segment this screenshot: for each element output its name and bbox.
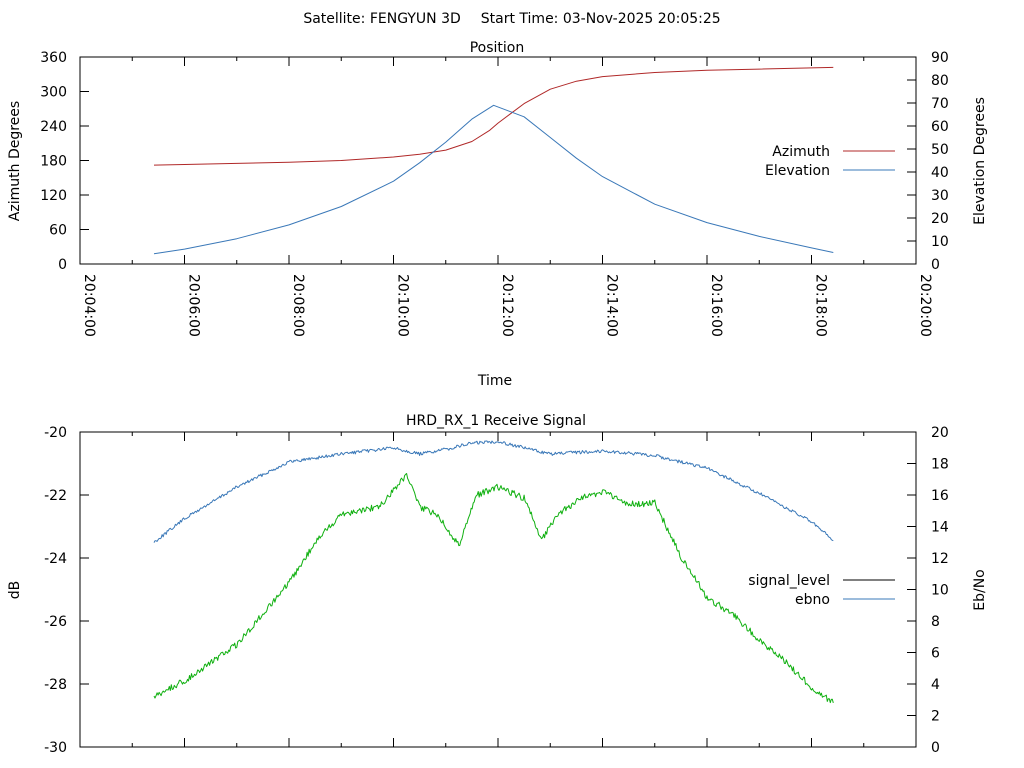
y2-tick-label: 80 [931,73,949,89]
y2-tick-label: 2 [931,709,940,725]
series-line-ebno [153,440,834,543]
x-tick-label: 20:16:00 [708,274,724,337]
y-tick-label: 0 [58,257,67,273]
y2-tick-label: 30 [931,188,949,204]
position-legend: Azimuth Elevation [765,144,895,179]
y2-tick-label: 12 [931,551,949,567]
legend-label-azimuth: Azimuth [772,144,830,160]
x-tick-label: 20:08:00 [290,274,306,337]
y-tick-label: -26 [44,614,67,630]
x-tick-label: 20:20:00 [917,274,933,337]
y2-tick-label: 0 [931,740,940,756]
position-chart-title: Position [470,40,525,56]
y-tick-label: -20 [44,425,67,441]
y-tick-label: 180 [40,154,67,170]
signal-y2-ticks: 0 2 4 6 8 10 12 14 16 18 20 [907,425,949,756]
y2-tick-label: 6 [931,646,940,662]
signal-legend: signal_level ebno [748,573,895,608]
y2-tick-label: 0 [931,257,940,273]
signal-x-ticks [79,432,917,747]
signal-y2-axis-label: Eb/No [972,569,988,611]
y-tick-label: -22 [44,488,67,504]
position-y-ticks: 0 60 120 180 240 300 360 [40,50,89,273]
signal-chart-title: HRD_RX_1 Receive Signal [406,413,586,429]
legend-label-signal-level: signal_level [748,573,830,589]
chart-header: Satellite: FENGYUN 3D Start Time: 03-Nov-… [303,11,720,27]
y2-tick-label: 60 [931,119,949,135]
y2-tick-label: 70 [931,96,949,112]
satellite-label: Satellite: FENGYUN 3D [303,11,460,27]
signal-chart: HRD_RX_1 Receive Signal -30-28-26-24-22-… [7,413,988,756]
y-tick-label: 60 [49,223,67,239]
signal-plot-frame [79,431,917,748]
position-y2-axis-label: Elevation Degrees [972,97,988,225]
y2-tick-label: 18 [931,457,949,473]
signal-y-ticks: -30 -28 -26 -24 -22 -20 [44,425,89,756]
position-x-ticks: 20:04:00 20:06:00 20:08:00 20:10:00 20:12:00… [79,57,933,337]
y-tick-label: 240 [40,119,67,135]
y-tick-label: -24 [44,551,67,567]
x-tick-label: 20:06:00 [186,274,202,337]
series-line-unlabeled [153,473,834,704]
signal-y-axis-label: dB [7,581,23,600]
y2-tick-label: 4 [931,677,940,693]
position-y2-ticks: 0 10 20 30 40 50 60 70 80 90 [907,50,949,273]
position-series [153,66,834,255]
position-plot-frame [79,56,917,265]
signal-series [153,440,834,704]
x-tick-label: 20:14:00 [604,274,620,337]
legend-label-elevation: Elevation [765,163,830,179]
y2-tick-label: 10 [931,583,949,599]
y2-tick-label: 40 [931,165,949,181]
y-tick-label: -28 [44,677,67,693]
y2-tick-label: 50 [931,142,949,158]
position-y-axis-label: Azimuth Degrees [7,101,23,221]
series-line-azimuth [153,66,834,166]
x-tick-label: 20:18:00 [813,274,829,337]
x-tick-label: 20:12:00 [499,274,515,337]
y2-tick-label: 20 [931,211,949,227]
position-chart: Position 20:04:00 20:06:00 20:08:00 20:10:0… [7,40,988,389]
position-x-axis-label: Time [477,373,512,389]
start-time-label: Start Time: 03-Nov-2025 20:05:25 [481,11,721,27]
y2-tick-label: 14 [931,520,949,536]
y2-tick-label: 8 [931,614,940,630]
x-tick-label: 20:10:00 [395,274,411,337]
series-line-elevation [153,104,834,255]
x-tick-label: 20:04:00 [81,274,97,337]
y2-tick-label: 90 [931,50,949,66]
y2-tick-label: 10 [931,234,949,250]
y-tick-label: 120 [40,188,67,204]
y-tick-label: 300 [40,85,67,101]
y-tick-label: -30 [44,740,67,756]
legend-label-ebno: ebno [795,592,830,608]
y2-tick-label: 20 [931,425,949,441]
y2-tick-label: 16 [931,488,949,504]
y-tick-label: 360 [40,50,67,66]
